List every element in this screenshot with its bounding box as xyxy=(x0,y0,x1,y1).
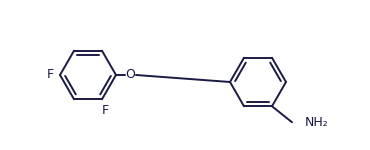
Text: F: F xyxy=(47,69,54,81)
Text: NH₂: NH₂ xyxy=(305,116,329,129)
Text: O: O xyxy=(125,69,135,81)
Text: F: F xyxy=(101,104,108,117)
